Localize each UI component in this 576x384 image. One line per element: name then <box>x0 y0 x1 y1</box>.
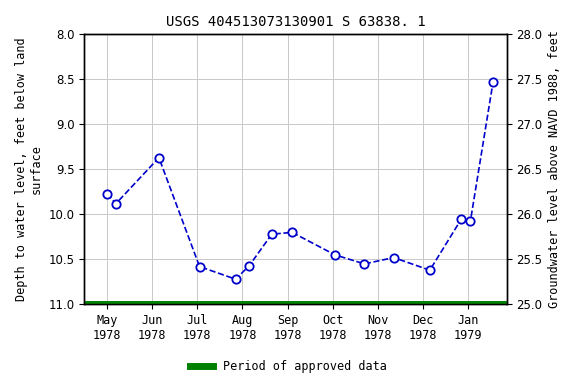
Legend: Period of approved data: Period of approved data <box>185 356 391 378</box>
Y-axis label: Depth to water level, feet below land
surface: Depth to water level, feet below land su… <box>15 38 43 301</box>
Title: USGS 404513073130901 S 63838. 1: USGS 404513073130901 S 63838. 1 <box>166 15 425 29</box>
Y-axis label: Groundwater level above NAVD 1988, feet: Groundwater level above NAVD 1988, feet <box>548 30 561 308</box>
